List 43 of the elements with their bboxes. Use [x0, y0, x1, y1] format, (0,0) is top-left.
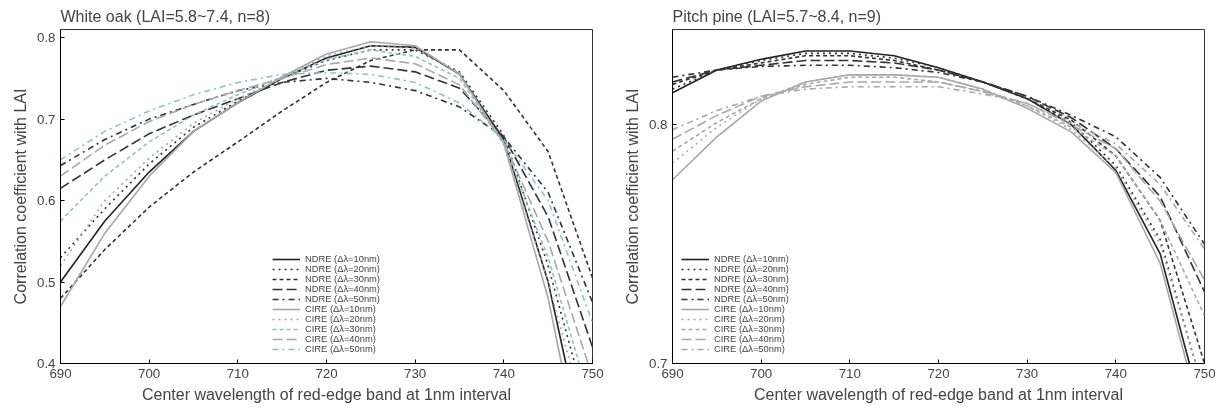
x-axis-title: Center wavelength of red-edge band at 1nm interval [141, 385, 512, 403]
legend-label: NDRE (Δλ=20nm) [305, 264, 380, 274]
legend-label: CIRE (Δλ=20nm) [305, 314, 376, 324]
chart-title: White oak (LAI=5.8~7.4, n=8) [60, 7, 270, 25]
x-tick-label: 700 [750, 365, 773, 381]
legend-label: NDRE (Δλ=50nm) [714, 294, 789, 304]
x-tick-label: 740 [492, 365, 515, 381]
y-tick-label: 0.6 [36, 193, 56, 209]
x-tick-label: 710 [226, 365, 249, 381]
y-tick-label: 0.8 [648, 117, 668, 133]
x-tick-label: 710 [838, 365, 861, 381]
legend-label: NDRE (Δλ=40nm) [305, 284, 380, 294]
legend-label: CIRE (Δλ=40nm) [714, 334, 785, 344]
x-tick-label: 750 [1193, 365, 1216, 381]
legend-label: CIRE (Δλ=10nm) [305, 304, 376, 314]
x-tick-label: 730 [1016, 365, 1039, 381]
x-tick-label: 720 [927, 365, 950, 381]
y-axis-title: Correlation coefficient with LAI [623, 88, 641, 305]
x-tick-label: 730 [404, 365, 427, 381]
legend-label: CIRE (Δλ=30nm) [305, 324, 376, 334]
legend-label: CIRE (Δλ=50nm) [714, 344, 785, 354]
legend-label: NDRE (Δλ=20nm) [714, 264, 789, 274]
legend-label: CIRE (Δλ=30nm) [714, 324, 785, 334]
x-tick-label: 700 [138, 365, 161, 381]
y-tick-label: 0.8 [36, 30, 56, 46]
x-tick-label: 740 [1104, 365, 1127, 381]
legend-label: CIRE (Δλ=20nm) [714, 314, 785, 324]
x-tick-label: 720 [315, 365, 338, 381]
legend-label: CIRE (Δλ=10nm) [714, 304, 785, 314]
chart-title: Pitch pine (LAI=5.7~8.4, n=9) [672, 7, 882, 25]
legend-label: NDRE (Δλ=30nm) [714, 274, 789, 284]
x-tick-label: 750 [581, 365, 604, 381]
x-axis-title: Center wavelength of red-edge band at 1nm interval [753, 385, 1124, 403]
y-tick-label: 0.5 [36, 274, 56, 290]
legend-label: CIRE (Δλ=40nm) [305, 334, 376, 344]
legend-label: CIRE (Δλ=50nm) [305, 344, 376, 354]
legend-label: NDRE (Δλ=10nm) [305, 254, 380, 264]
y-tick-label: 0.7 [36, 111, 56, 127]
y-axis-title: Correlation coefficient with LAI [11, 88, 29, 305]
legend-label: NDRE (Δλ=50nm) [305, 294, 380, 304]
legend-label: NDRE (Δλ=40nm) [714, 284, 789, 294]
legend-label: NDRE (Δλ=30nm) [305, 274, 380, 284]
legend-label: NDRE (Δλ=10nm) [714, 254, 789, 264]
